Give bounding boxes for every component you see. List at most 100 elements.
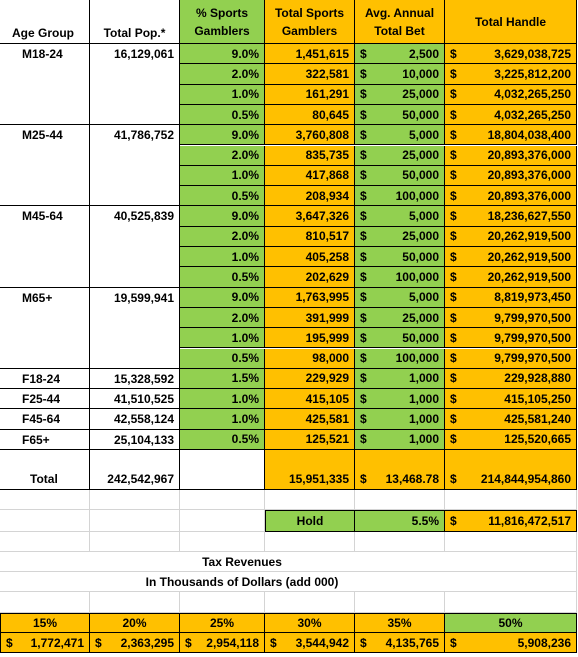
bet-value: 1,000 (408, 432, 439, 447)
gamblers-value: 98,000 (312, 351, 349, 366)
avg-bet: $5,000 (355, 125, 445, 146)
grid-cell (355, 592, 445, 613)
tax-rate: 25% (209, 616, 235, 630)
pct-value: 1.0% (231, 168, 259, 183)
tax-value-cell: $2,363,295 (90, 633, 180, 653)
header-text: Age Group (12, 26, 74, 40)
currency-sign: $ (360, 188, 367, 203)
gamblers-value: 810,517 (305, 229, 349, 244)
total-pop: 242,542,967 (90, 450, 180, 490)
gamblers-value: 3,647,326 (295, 209, 349, 224)
currency-sign: $ (450, 209, 457, 224)
tax-value: 4,135,765 (385, 635, 439, 650)
gamblers-value: 415,105 (305, 391, 349, 406)
age-group: M65+ (0, 287, 90, 369)
handle-value: 125,520,665 (504, 432, 571, 447)
avg-bet: $5,000 (355, 287, 445, 308)
currency-sign: $ (360, 249, 367, 264)
age-group: M25-44 (0, 125, 90, 207)
currency-sign: $ (360, 168, 367, 183)
currency-sign: $ (95, 635, 102, 650)
age-group: F65+ (0, 429, 90, 450)
pct-value: 0.5% (231, 188, 259, 203)
age-group: M45-64 (0, 206, 90, 288)
age-label: F25-44 (22, 392, 61, 407)
total-handle: $20,262,919,500 (445, 267, 577, 288)
handle-value: 20,893,376,000 (487, 148, 571, 163)
tax-subtitle: In Thousands of Dollars (add 000) (145, 574, 339, 589)
total-handle-value: 214,844,954,860 (480, 472, 571, 486)
total-handle: $18,236,627,550 (445, 206, 577, 227)
tax-value-cell: $5,908,236 (445, 633, 577, 653)
grid-cell (0, 592, 90, 613)
currency-sign: $ (360, 209, 367, 224)
grid-cell (0, 532, 90, 552)
currency-sign: $ (360, 351, 367, 366)
age-label: M18-24 (22, 47, 63, 61)
grid-cell (445, 490, 577, 510)
bet-value: 5,000 (408, 127, 439, 142)
pct-gamblers: 0.5% (180, 104, 265, 126)
currency-sign: $ (450, 46, 457, 61)
total-handle: $20,893,376,000 (445, 186, 577, 207)
currency-sign: $ (360, 46, 367, 61)
grid-cell (180, 592, 265, 613)
total-handle: $415,105,250 (445, 389, 577, 410)
hold-value-cell: $11,816,472,517 (445, 510, 577, 532)
tax-value-cell: $3,544,942 (265, 633, 355, 653)
grid-cell (265, 592, 355, 613)
currency-sign: $ (360, 87, 367, 102)
age-label: M25-44 (22, 128, 63, 143)
age-label: F18-24 (22, 371, 61, 386)
header-text: % Sports Gamblers (194, 5, 250, 38)
total-handle: $214,844,954,860 (445, 450, 577, 490)
handle-value: 3,225,812,200 (494, 66, 571, 81)
currency-sign: $ (360, 371, 367, 386)
pct-value: 9.0% (231, 209, 259, 224)
gamblers-value: 1,763,995 (295, 290, 349, 305)
avg-bet: $1,000 (355, 368, 445, 390)
population: 16,129,061 (90, 44, 180, 126)
handle-value: 20,262,919,500 (487, 229, 571, 244)
gamblers-value: 195,999 (305, 330, 349, 345)
total-handle: $8,819,973,450 (445, 287, 577, 308)
currency-sign: $ (360, 391, 367, 406)
currency-sign: $ (360, 127, 367, 142)
pct-value: 9.0% (231, 127, 259, 142)
title-row: Tax Revenues (0, 552, 577, 572)
bet-value: 25,000 (402, 229, 439, 244)
handle-value: 20,893,376,000 (487, 168, 571, 183)
tax-value: 5,908,236 (517, 635, 571, 650)
avg-bet: $100,000 (355, 267, 445, 288)
bet-value: 50,000 (402, 249, 439, 264)
total-pop-value: 242,542,967 (107, 472, 174, 486)
handle-value: 229,928,880 (504, 371, 571, 386)
age-group: F25-44 (0, 389, 90, 410)
avg-bet: $1,000 (355, 409, 445, 430)
total-gamblers: 208,934 (265, 186, 355, 207)
total-gamblers: 195,999 (265, 328, 355, 349)
population-value: 41,510,525 (113, 392, 174, 407)
currency-sign: $ (450, 635, 457, 650)
pct-gamblers: 1.0% (180, 409, 265, 430)
age-label: M45-64 (22, 209, 63, 224)
currency-sign: $ (270, 635, 277, 650)
currency-sign: $ (185, 635, 192, 650)
total-handle: $20,893,376,000 (445, 165, 577, 187)
population: 41,786,752 (90, 125, 180, 207)
total-handle: $3,225,812,200 (445, 64, 577, 85)
grid-cell (0, 490, 90, 510)
currency-sign: $ (360, 330, 367, 345)
avg-bet: $25,000 (355, 307, 445, 329)
total-gamblers-value: 15,951,335 (288, 472, 349, 486)
header-cell: Age Group (0, 0, 90, 44)
pct-gamblers: 2.0% (180, 226, 265, 247)
population: 40,525,839 (90, 206, 180, 288)
grid-cell (180, 510, 265, 532)
header-cell: Total Sports Gamblers (265, 0, 355, 44)
bet-value: 100,000 (395, 188, 439, 203)
pct-value: 1.5% (231, 371, 259, 386)
total-handle: $20,262,919,500 (445, 247, 577, 268)
grid-cell (90, 532, 180, 552)
